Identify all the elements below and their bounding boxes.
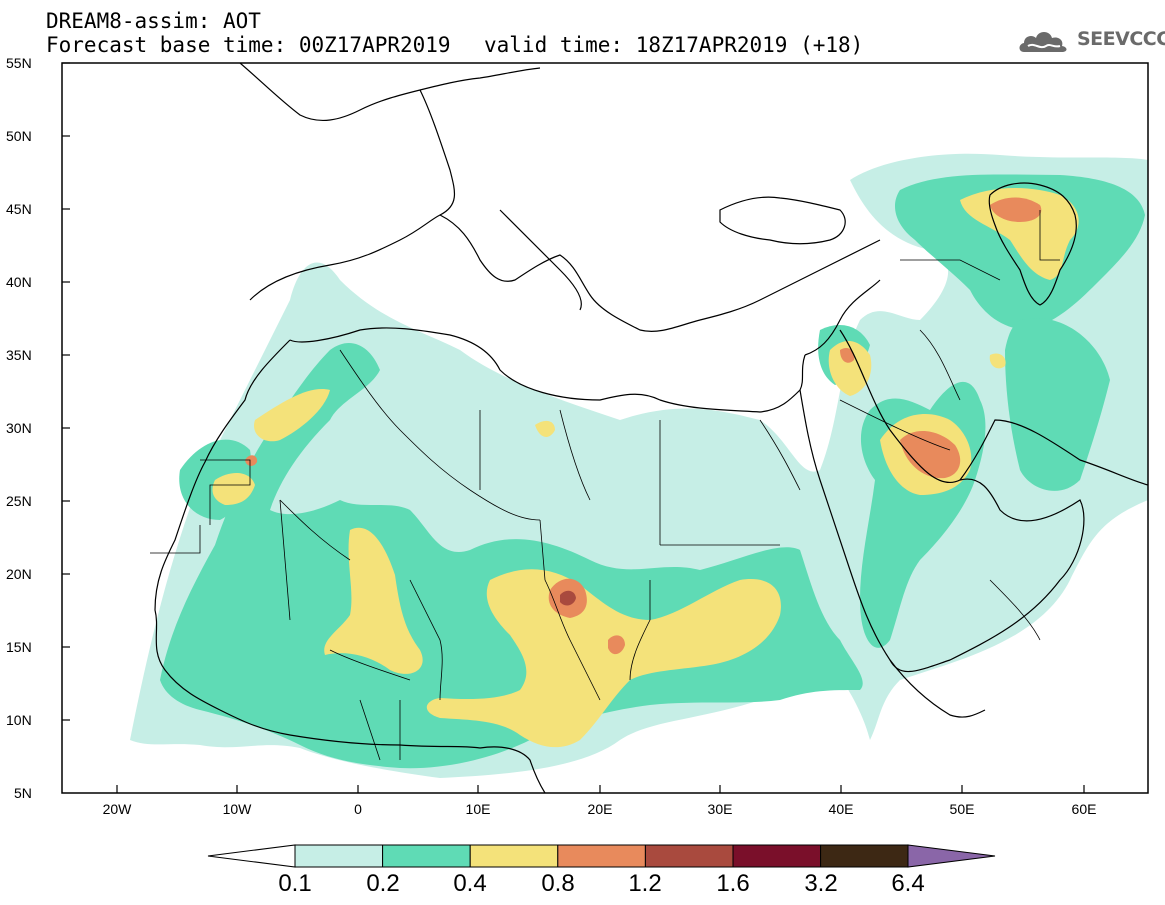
- lat-label: 40N: [6, 274, 32, 290]
- colorbar-label: 3.2: [804, 870, 838, 897]
- lat-label: 20N: [6, 566, 32, 582]
- lon-label: 0: [354, 801, 362, 817]
- lon-label: 20W: [102, 801, 132, 817]
- lat-label: 5N: [14, 785, 32, 801]
- colorbar-label: 6.4: [891, 870, 925, 897]
- lon-label: 30E: [707, 801, 733, 817]
- lat-label: 35N: [6, 347, 32, 363]
- valid-time: valid time: 18Z17APR2019 (+18): [484, 33, 864, 57]
- colorbar-label: 1.6: [716, 870, 750, 897]
- lon-label: 10W: [222, 801, 252, 817]
- cloud-logo-icon: [1019, 32, 1067, 52]
- lon-label: 50E: [949, 801, 975, 817]
- lat-label: 50N: [6, 128, 32, 144]
- axis-ticks: [62, 62, 1085, 793]
- coastlines: [154, 63, 1148, 793]
- lat-label: 45N: [6, 201, 32, 217]
- forecast-base-time: Forecast base time: 00Z17APR2019: [46, 33, 451, 57]
- lat-label: 25N: [6, 493, 32, 509]
- aot-level-1-2: [560, 590, 576, 606]
- aot-level-0-4: [212, 188, 1079, 748]
- colorbar-label: 0.8: [541, 870, 575, 897]
- colorbar-label: 0.2: [366, 870, 400, 897]
- colorbar-label: 0.1: [278, 870, 312, 897]
- lon-label: 10E: [465, 801, 491, 817]
- lat-label: 30N: [6, 420, 32, 436]
- logo-text: SEEVCCC: [1077, 28, 1165, 50]
- colorbar-label: 0.4: [453, 870, 487, 897]
- lon-label: 60E: [1071, 801, 1097, 817]
- lat-label: 15N: [6, 639, 32, 655]
- lat-label: 10N: [6, 712, 32, 728]
- country-borders: [150, 210, 1060, 761]
- colorbar-label: 1.2: [628, 870, 662, 897]
- lat-label: 55N: [6, 55, 32, 71]
- lon-label: 20E: [587, 801, 613, 817]
- map-title: DREAM8-assim: AOT: [46, 9, 261, 33]
- lon-label: 40E: [828, 801, 854, 817]
